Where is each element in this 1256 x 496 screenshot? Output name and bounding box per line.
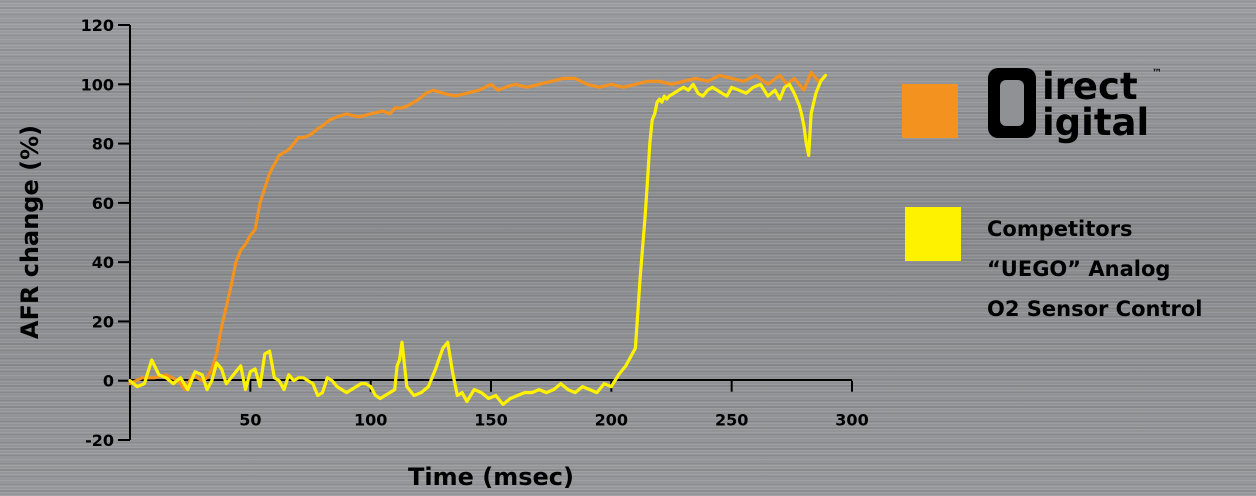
legend-swatch-direct-digital <box>902 84 958 138</box>
x-tick-label: 50 <box>239 411 261 430</box>
y-tick-label: 80 <box>92 135 114 154</box>
x-axis-title: Time (msec) <box>408 463 574 491</box>
direct-digital-logo: irect igital ™ <box>988 65 1162 144</box>
logo-d-notch <box>1000 80 1024 126</box>
logo-trademark: ™ <box>1152 68 1162 79</box>
y-tick-label: 100 <box>81 75 114 94</box>
legend-swatch-competitors <box>905 207 961 261</box>
x-tick-label: 250 <box>715 411 748 430</box>
y-tick-label: 60 <box>92 194 114 213</box>
x-tick-label: 300 <box>835 411 868 430</box>
x-tick-label: 100 <box>354 411 387 430</box>
x-tick-label: 200 <box>595 411 628 430</box>
logo-word-top: irect <box>1042 65 1138 108</box>
axis-ticks-layer <box>118 24 853 441</box>
y-tick-label: 120 <box>81 16 114 35</box>
series-line-direct-digital <box>128 70 825 392</box>
y-tick-label: 40 <box>92 253 114 272</box>
y-tick-label: 20 <box>92 312 114 331</box>
logo-word-bottom: igital <box>1042 101 1149 144</box>
y-tick-label: -20 <box>85 431 114 450</box>
y-tick-label: 0 <box>103 372 114 391</box>
legend-competitor-line-3: O2 Sensor Control <box>987 297 1203 321</box>
legend-competitor-line-1: Competitors <box>987 217 1133 241</box>
tick-labels-layer: -20 0 20 40 60 80 100 120 50 100 150 200 250 300 <box>81 16 869 450</box>
series-line-competitors <box>128 73 828 406</box>
y-axis-title: AFR change (%) <box>16 125 44 339</box>
x-tick-label: 150 <box>474 411 507 430</box>
legend-competitor-line-2: “UEGO” Analog <box>987 257 1170 281</box>
series-layer <box>128 70 828 406</box>
